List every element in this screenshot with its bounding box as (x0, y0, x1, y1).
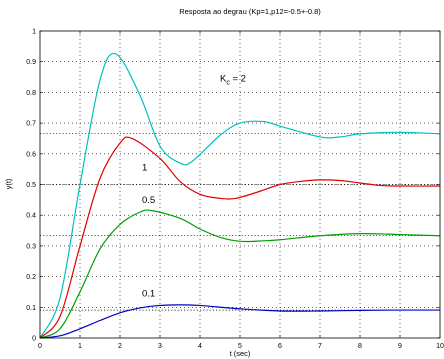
annotation-label: 0.1 (142, 289, 155, 300)
series-line-0 (39, 52, 441, 339)
y-tick-label: 0.6 (26, 151, 36, 158)
x-tick-label: 3 (158, 343, 162, 350)
x-tick-label: 2 (118, 343, 122, 350)
y-tick-label: 0.1 (26, 305, 36, 312)
y-tick-label: 0.4 (26, 213, 36, 220)
x-tick-label: 5 (238, 343, 242, 350)
y-tick-label: 0.9 (26, 59, 36, 66)
y-axis-label: y(t) (4, 178, 13, 189)
annotations: Kc = 2 1 0.5 0.1 (142, 74, 246, 300)
y-tick-label: 0.8 (26, 90, 36, 97)
annotation-label: 0.5 (142, 195, 155, 206)
x-axis-label: t (sec) (230, 349, 251, 358)
x-tick-label: 10 (436, 343, 444, 350)
x-tick-label: 8 (358, 343, 362, 350)
series-line-2 (39, 209, 441, 339)
x-tick-label: 0 (38, 343, 42, 350)
axis-ticks: 0 1 2 3 4 5 6 7 8 9 10 0 0.1 0.2 0.3 0.4 0.5 0.6 0.7 0.8 0.9… (26, 29, 444, 351)
y-tick-label: 0.3 (26, 243, 36, 250)
annotation-label: 1 (142, 163, 147, 174)
series-lines (39, 52, 441, 339)
x-tick-label: 6 (278, 343, 282, 350)
series-line-1 (39, 136, 441, 339)
series-line-3 (39, 304, 441, 339)
y-tick-label: 0.2 (26, 274, 36, 281)
annotation-label: Kc = 2 (220, 74, 246, 87)
chart-title: Resposta ao degrau (Kp=1,p12=-0.5+-0.8) (179, 7, 321, 16)
x-tick-label: 4 (198, 343, 202, 350)
x-tick-label: 7 (318, 343, 322, 350)
y-tick-label: 0.5 (26, 182, 36, 189)
x-tick-label: 9 (398, 343, 402, 350)
x-tick-label: 1 (78, 343, 82, 350)
y-tick-label: 1 (32, 29, 36, 36)
y-tick-label: 0 (32, 336, 36, 343)
y-tick-label: 0.7 (26, 121, 36, 128)
